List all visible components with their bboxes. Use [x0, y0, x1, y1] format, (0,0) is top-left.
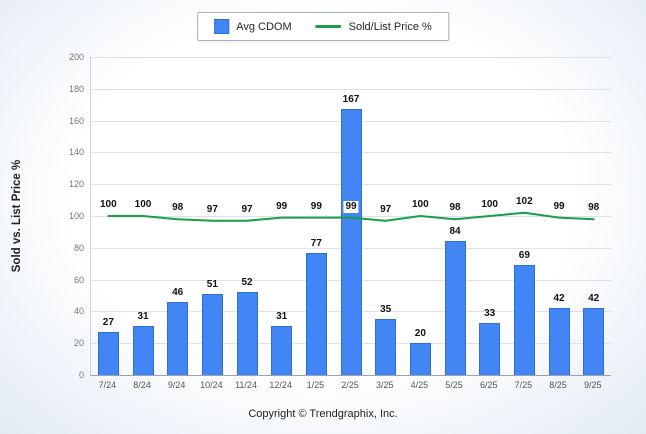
y-tick-label: 180 — [68, 83, 84, 94]
x-tick-label: 7/24 — [98, 380, 117, 390]
x-tick-label: 9/24 — [167, 380, 186, 390]
bar-value-label: 27 — [102, 317, 114, 329]
line-value-label: 97 — [378, 203, 394, 216]
x-tick-label: 10/24 — [200, 380, 223, 390]
copyright: Copyright © Trendgraphix, Inc. — [248, 408, 398, 420]
x-tick-label: 7/25 — [514, 380, 533, 390]
line-value-label: 99 — [274, 200, 290, 213]
y-tick-label: 120 — [68, 179, 84, 190]
bar-12/24 — [271, 325, 293, 375]
legend-item-avg-cdom: Avg CDOM — [214, 19, 292, 34]
plot-area: 27 31 46 51 52 31 77 167 35 20 84 33 69 42 42 100 100 98 9… — [90, 57, 611, 376]
bar-3/25 — [375, 319, 397, 375]
x-tick-label: 2/25 — [341, 380, 359, 390]
y-tick-label: 140 — [68, 147, 84, 158]
bar-9/25 — [583, 308, 605, 375]
bar-value-label: 42 — [588, 293, 600, 305]
x-tick-label: 12/24 — [269, 380, 292, 390]
y-tick-label: 100 — [68, 211, 84, 221]
line-value-label: 99 — [308, 200, 324, 213]
gridline — [91, 88, 611, 90]
x-tick-label: 11/24 — [235, 380, 257, 390]
x-tick-label: 4/25 — [410, 380, 429, 390]
bar-10/24 — [201, 293, 223, 375]
line-value-label: 99 — [551, 200, 567, 213]
line-value-label: 97 — [239, 203, 255, 216]
y-axis-ticks: 0 20 40 60 80 100 120 140 160 180 200 — [56, 52, 84, 380]
bar-2/25 — [340, 109, 362, 375]
line-value-label: 100 — [409, 199, 431, 211]
bar-5/25 — [444, 241, 466, 375]
x-tick-label: 6/25 — [479, 380, 498, 390]
bar-8/24 — [132, 325, 154, 375]
line-value-label: 100 — [97, 199, 119, 211]
bar-value-label: 69 — [518, 250, 530, 262]
line-value-label: 100 — [479, 199, 500, 211]
bar-value-label: 35 — [380, 304, 392, 316]
bar-9/24 — [167, 301, 189, 375]
bar-value-label: 42 — [553, 293, 565, 305]
line-value-label: 98 — [586, 202, 602, 215]
x-tick-label: 8/25 — [549, 380, 567, 390]
bar-swatch-icon — [214, 19, 230, 34]
line-value-label: 97 — [204, 203, 220, 216]
bar-value-label: 167 — [342, 94, 360, 106]
sold-list-price-line — [107, 211, 595, 222]
y-axis-title: Sold vs. List Price % — [11, 159, 23, 273]
y-tick-label: 60 — [73, 274, 84, 285]
bar-value-label: 31 — [137, 310, 149, 322]
y-tick-label: 0 — [78, 370, 84, 380]
bar-6/25 — [479, 322, 501, 375]
y-tick-label: 40 — [73, 306, 84, 317]
x-axis-labels: 7/24 8/24 9/24 10/24 11/24 12/24 1/25 2/25 3/25 4… — [90, 380, 610, 390]
line-value-label: 98 — [170, 202, 186, 215]
legend: Avg CDOM Sold/List Price % — [197, 12, 449, 41]
x-tick-label: 1/25 — [306, 380, 325, 390]
bar-7/24 — [97, 332, 119, 375]
bar-11/24 — [236, 292, 258, 375]
x-tick-label: 5/25 — [445, 380, 463, 390]
bar-value-label: 46 — [172, 286, 184, 298]
line-swatch-icon — [315, 25, 342, 28]
bar-4/25 — [409, 343, 431, 375]
line-value-label: 99 — [343, 200, 359, 213]
bar-8/25 — [548, 308, 570, 375]
x-tick-label: 8/24 — [133, 380, 151, 390]
y-tick-label: 20 — [73, 338, 84, 349]
bar-value-label: 33 — [484, 307, 496, 319]
bar-value-label: 20 — [414, 328, 426, 340]
bar-value-label: 77 — [310, 237, 322, 249]
legend-label-avg-cdom: Avg CDOM — [236, 20, 292, 33]
line-value-label: 102 — [513, 195, 535, 208]
bar-value-label: 84 — [449, 226, 461, 238]
line-value-label: 98 — [447, 202, 463, 215]
y-tick-label: 160 — [68, 115, 84, 126]
bar-7/25 — [513, 265, 535, 375]
x-tick-label: 3/25 — [375, 380, 394, 390]
line-value-label: 100 — [132, 199, 154, 211]
legend-label-sold-list-price: Sold/List Price % — [348, 20, 432, 33]
bar-value-label: 52 — [241, 277, 253, 289]
bar-1/25 — [305, 252, 327, 375]
bar-value-label: 51 — [206, 278, 218, 290]
y-tick-label: 80 — [73, 242, 84, 253]
y-tick-label: 200 — [68, 52, 84, 62]
x-tick-label: 9/25 — [583, 380, 602, 390]
gridline — [91, 57, 611, 58]
bar-value-label: 31 — [276, 310, 288, 322]
legend-item-sold-list-price: Sold/List Price % — [315, 20, 432, 33]
